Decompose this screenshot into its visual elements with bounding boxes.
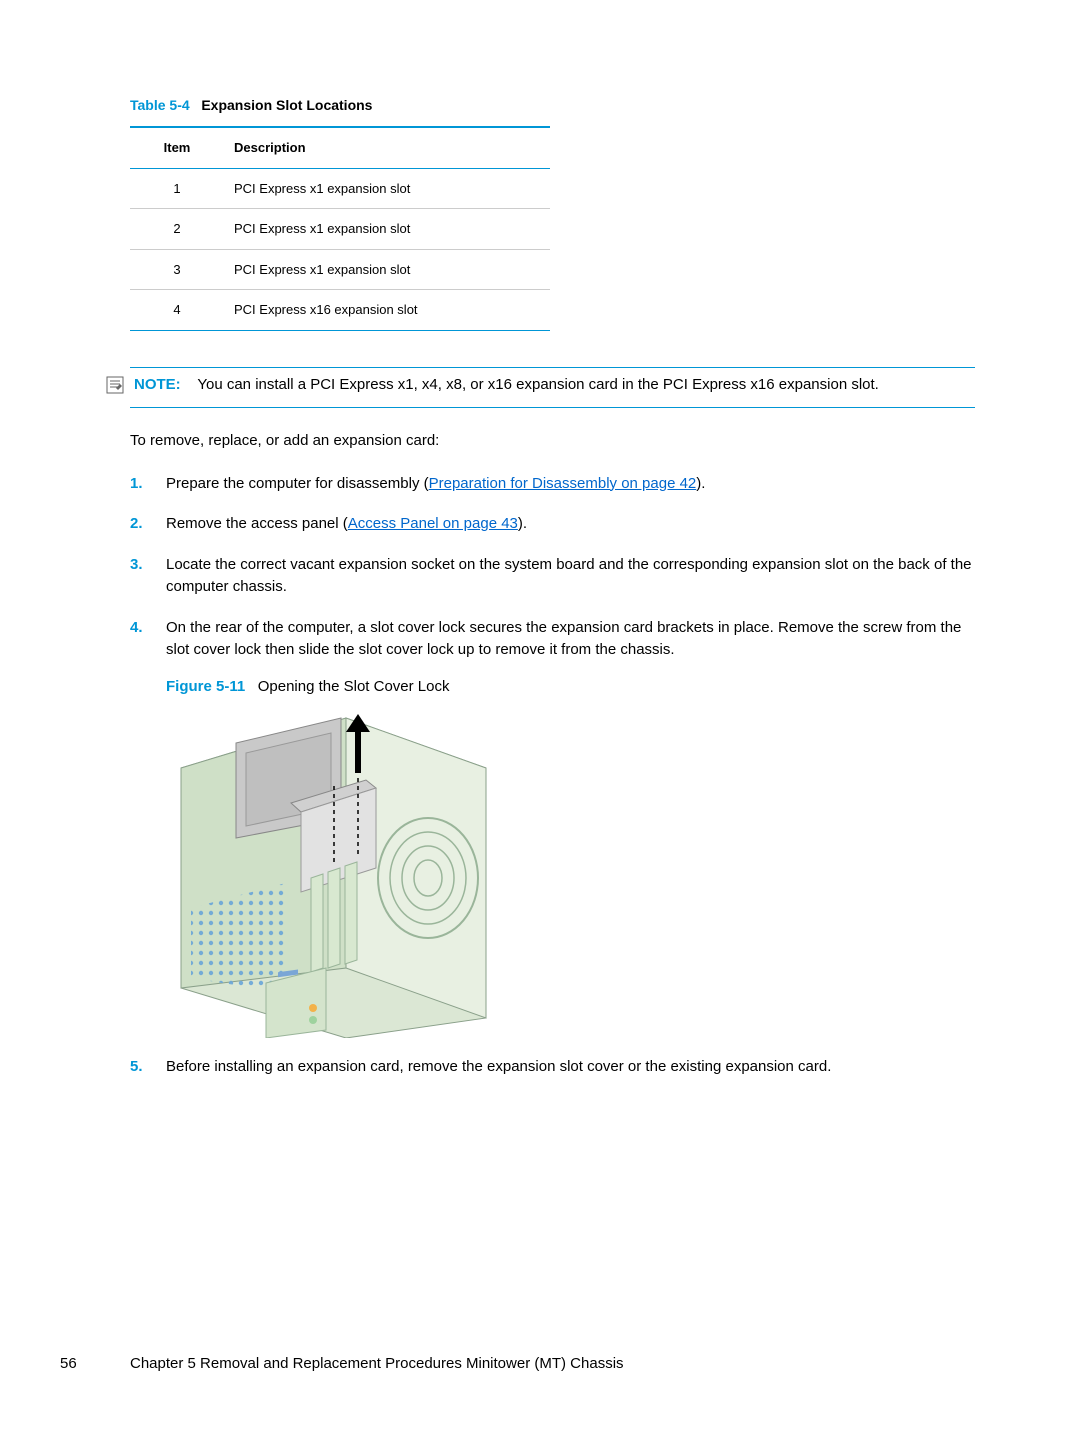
step-5: 5. Before installing an expansion card, … — [130, 1056, 975, 1079]
steps-list: 1. Prepare the computer for disassembly … — [130, 473, 975, 1079]
table-caption-text: Expansion Slot Locations — [201, 97, 372, 113]
step-num: 1. — [130, 473, 166, 496]
cell-desc: PCI Express x16 expansion slot — [220, 290, 550, 331]
step-body: On the rear of the computer, a slot cove… — [166, 617, 975, 1039]
figure-label: Figure 5-11 — [166, 678, 245, 695]
table-row: 3 PCI Express x1 expansion slot — [130, 249, 550, 290]
table-row: 4 PCI Express x16 expansion slot — [130, 290, 550, 331]
step-body: Before installing an expansion card, rem… — [166, 1056, 975, 1079]
step-pre: Remove the access panel ( — [166, 515, 348, 532]
chapter-title: Chapter 5 Removal and Replacement Proced… — [130, 1353, 624, 1376]
cell-desc: PCI Express x1 expansion slot — [220, 249, 550, 290]
table-title: Table 5-4 Expansion Slot Locations — [130, 95, 975, 116]
step-post: ). — [696, 475, 705, 492]
cell-item: 4 — [130, 290, 220, 331]
figure-caption-text: Opening the Slot Cover Lock — [258, 678, 450, 695]
note-body: You can install a PCI Express x1, x4, x8… — [197, 376, 878, 393]
figure-title: Figure 5-11 Opening the Slot Cover Lock — [166, 676, 975, 699]
cell-item: 1 — [130, 168, 220, 209]
note-label: NOTE: — [134, 376, 181, 393]
note-box: NOTE: You can install a PCI Express x1, … — [130, 367, 975, 409]
table-row: 2 PCI Express x1 expansion slot — [130, 209, 550, 250]
step-1: 1. Prepare the computer for disassembly … — [130, 473, 975, 496]
intro-text: To remove, replace, or add an expansion … — [130, 430, 975, 453]
step-post: ). — [518, 515, 527, 532]
step-pre: Prepare the computer for disassembly ( — [166, 475, 429, 492]
step-num: 5. — [130, 1056, 166, 1079]
table-row: 1 PCI Express x1 expansion slot — [130, 168, 550, 209]
step-4: 4. On the rear of the computer, a slot c… — [130, 617, 975, 1039]
expansion-slot-table: Item Description 1 PCI Express x1 expans… — [130, 126, 550, 331]
note-text — [185, 376, 198, 393]
th-item: Item — [130, 127, 220, 168]
page-footer: 56 Chapter 5 Removal and Replacement Pro… — [0, 1353, 1080, 1376]
th-desc: Description — [220, 127, 550, 168]
cell-desc: PCI Express x1 expansion slot — [220, 168, 550, 209]
figure-caption — [249, 678, 257, 695]
step-text: On the rear of the computer, a slot cove… — [166, 617, 975, 662]
note-icon — [106, 376, 124, 402]
link-access-panel[interactable]: Access Panel on page 43 — [348, 515, 518, 532]
step-num: 2. — [130, 513, 166, 536]
table-label: Table 5-4 — [130, 97, 190, 113]
cell-desc: PCI Express x1 expansion slot — [220, 209, 550, 250]
cell-item: 3 — [130, 249, 220, 290]
cell-item: 2 — [130, 209, 220, 250]
step-num: 3. — [130, 554, 166, 577]
note-content: NOTE: You can install a PCI Express x1, … — [134, 374, 879, 397]
step-body: Locate the correct vacant expansion sock… — [166, 554, 975, 599]
step-body: Prepare the computer for disassembly (Pr… — [166, 473, 975, 496]
step-body: Remove the access panel (Access Panel on… — [166, 513, 975, 536]
link-prep-disassembly[interactable]: Preparation for Disassembly on page 42 — [429, 475, 697, 492]
figure-illustration — [166, 708, 506, 1038]
step-3: 3. Locate the correct vacant expansion s… — [130, 554, 975, 599]
step-2: 2. Remove the access panel (Access Panel… — [130, 513, 975, 536]
page-number: 56 — [60, 1353, 130, 1376]
step-num: 4. — [130, 617, 166, 640]
